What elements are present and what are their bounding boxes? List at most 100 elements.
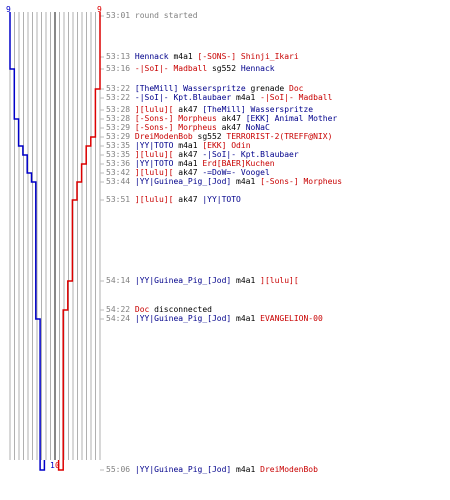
player-name: [-Sons-] Morpheus <box>260 177 343 186</box>
log-row: 53:29 [-Sons-] Morpheus ak47 NoNaC <box>106 123 270 132</box>
log-event-text: ak47 <box>173 150 203 159</box>
player-name: Doc <box>289 84 304 93</box>
player-name: Hennack <box>134 52 169 61</box>
log-timestamp: 53:22 <box>106 84 135 93</box>
player-name: DreiModenBob <box>134 132 193 141</box>
blue-start-count: 9 <box>6 5 11 14</box>
log-timestamp: 53:13 <box>106 52 135 61</box>
player-name: |YY|TOTO <box>202 195 241 204</box>
log-event-text: sg552 <box>207 64 241 73</box>
log-event-text: ak47 <box>216 114 246 123</box>
log-timestamp: 53:35 <box>106 150 135 159</box>
log-timestamp: 53:28 <box>106 105 135 114</box>
row-connector-lines <box>100 15 104 471</box>
player-name: -|SoI|- Madball <box>260 93 333 102</box>
player-name: -=DoW=- Voogel <box>202 168 270 177</box>
player-name: Doc <box>134 305 150 314</box>
player-name: [EKK] Animal Mother <box>245 114 338 123</box>
player-name: DreiModenBob <box>260 465 318 474</box>
log-timestamp: 53:16 <box>106 64 135 73</box>
log-timestamp: 54:22 <box>106 305 135 314</box>
timeline-grid <box>9 12 101 460</box>
log-timestamp: 54:24 <box>106 314 135 323</box>
red-team-score-line <box>57 12 101 471</box>
player-name: -|SoI|- Kpt.Blaubaer <box>202 150 299 159</box>
player-name: [TheMill] Wasserspritze <box>202 105 314 114</box>
player-name: [-SONS-] Shinji_Ikari <box>197 52 299 61</box>
log-timestamp: 53:28 <box>106 114 135 123</box>
log-row: 53:16 -|SoI|- Madball sg552 Hennack <box>106 64 275 73</box>
log-row: 53:35 ][lulu][ ak47 -|SoI|- Kpt.Blaubaer <box>106 150 299 159</box>
log-row: 55:06 |YY|Guinea_Pig_[Jod] m4a1 DreiMode… <box>106 465 318 474</box>
player-name: [EKK] Odin <box>202 141 251 150</box>
log-timestamp: 53:51 <box>106 195 135 204</box>
player-name: [-Sons-] Morpheus <box>134 114 217 123</box>
log-row: 53:22 [TheMill] Wasserspritze grenade Do… <box>106 84 304 93</box>
log-row: 53:36 |YY|TOTO m4a1 Erd[BAER]Kuchen <box>106 159 275 168</box>
player-name: NoNaC <box>245 123 270 132</box>
log-event-text: m4a1 <box>231 177 261 186</box>
log-event-text: ak47 <box>173 168 203 177</box>
log-row: 54:14 |YY|Guinea_Pig_[Jod] m4a1 ][lulu][ <box>106 276 299 285</box>
player-name: TERRORIST-2(TREFF@NIX) <box>226 132 333 141</box>
log-timestamp: 53:36 <box>106 159 135 168</box>
player-name: |YY|Guinea_Pig_[Jod] <box>134 314 232 323</box>
log-row: 53:44 |YY|Guinea_Pig_[Jod] m4a1 [-Sons-]… <box>106 177 342 186</box>
log-timestamp: 54:14 <box>106 276 135 285</box>
log-timestamp: 53:22 <box>106 93 135 102</box>
log-row: 53:35 |YY|TOTO m4a1 [EKK] Odin <box>106 141 251 150</box>
log-timestamp: 53:35 <box>106 141 135 150</box>
log-row: 53:28 [-Sons-] Morpheus ak47 [EKK] Anima… <box>106 114 337 123</box>
log-event-text: round started <box>134 11 198 20</box>
red-start-count: 9 <box>97 5 102 14</box>
player-name: ][lulu][ <box>134 168 174 177</box>
log-row: 53:51 ][lulu][ ak47 |YY|TOTO <box>106 195 241 204</box>
log-event-text: ak47 <box>173 105 203 114</box>
player-name: |YY|Guinea_Pig_[Jod] <box>134 276 232 285</box>
log-event-text: ak47 <box>216 123 246 132</box>
log-timestamp: 55:06 <box>106 465 135 474</box>
log-timestamp: 53:29 <box>106 123 135 132</box>
red-end-count: 0 <box>55 461 60 470</box>
player-name: ][lulu][ <box>134 105 174 114</box>
blue-team-score-line <box>9 12 46 471</box>
blue-end-count: 1 <box>50 461 55 470</box>
player-name: |YY|Guinea_Pig_[Jod] <box>134 465 232 474</box>
player-name: |YY|TOTO <box>134 159 174 168</box>
log-timestamp: 53:44 <box>106 177 135 186</box>
log-event-text: ak47 <box>173 195 203 204</box>
player-name: [TheMill] Wasserspritze <box>134 84 246 93</box>
player-name: |YY|Guinea_Pig_[Jod] <box>134 177 232 186</box>
log-timestamp: 53:29 <box>106 132 135 141</box>
log-row: 53:42 ][lulu][ ak47 -=DoW=- Voogel <box>106 168 270 177</box>
log-event-text: m4a1 <box>173 159 203 168</box>
log-row: 53:22 -|SoI|- Kpt.Blaubaer m4a1 -|SoI|- … <box>106 93 332 102</box>
log-event-text: m4a1 <box>231 465 261 474</box>
log-event-text: disconnected <box>149 305 212 314</box>
player-name: Hennack <box>240 64 275 73</box>
log-event-text: m4a1 <box>168 52 198 61</box>
player-name: -|SoI|- Madball <box>134 64 208 73</box>
log-row: 54:24 |YY|Guinea_Pig_[Jod] m4a1 EVANGELI… <box>106 314 323 323</box>
player-name: -|SoI|- Kpt.Blaubaer <box>134 93 232 102</box>
player-name: ][lulu][ <box>134 195 174 204</box>
log-row: 53:29 DreiModenBob sg552 TERRORIST-2(TRE… <box>106 132 332 141</box>
player-name: ][lulu][ <box>134 150 174 159</box>
log-event-text: m4a1 <box>173 141 203 150</box>
player-name: EVANGELION-00 <box>260 314 323 323</box>
log-row: 53:13 Hennack m4a1 [-SONS-] Shinji_Ikari <box>106 52 299 61</box>
player-name: ][lulu][ <box>260 276 299 285</box>
log-event-text: m4a1 <box>231 93 261 102</box>
log-timestamp: 53:42 <box>106 168 135 177</box>
log-row: 53:01 round started <box>106 11 198 20</box>
player-name: Erd[BAER]Kuchen <box>202 159 275 168</box>
log-event-text: m4a1 <box>231 314 261 323</box>
log-event-text: grenade <box>245 84 290 93</box>
log-row: 54:22 Doc disconnected <box>106 305 212 314</box>
player-name: [-Sons-] Morpheus <box>134 123 217 132</box>
player-name: |YY|TOTO <box>134 141 174 150</box>
log-event-text: sg552 <box>192 132 227 141</box>
log-event-text: m4a1 <box>231 276 261 285</box>
